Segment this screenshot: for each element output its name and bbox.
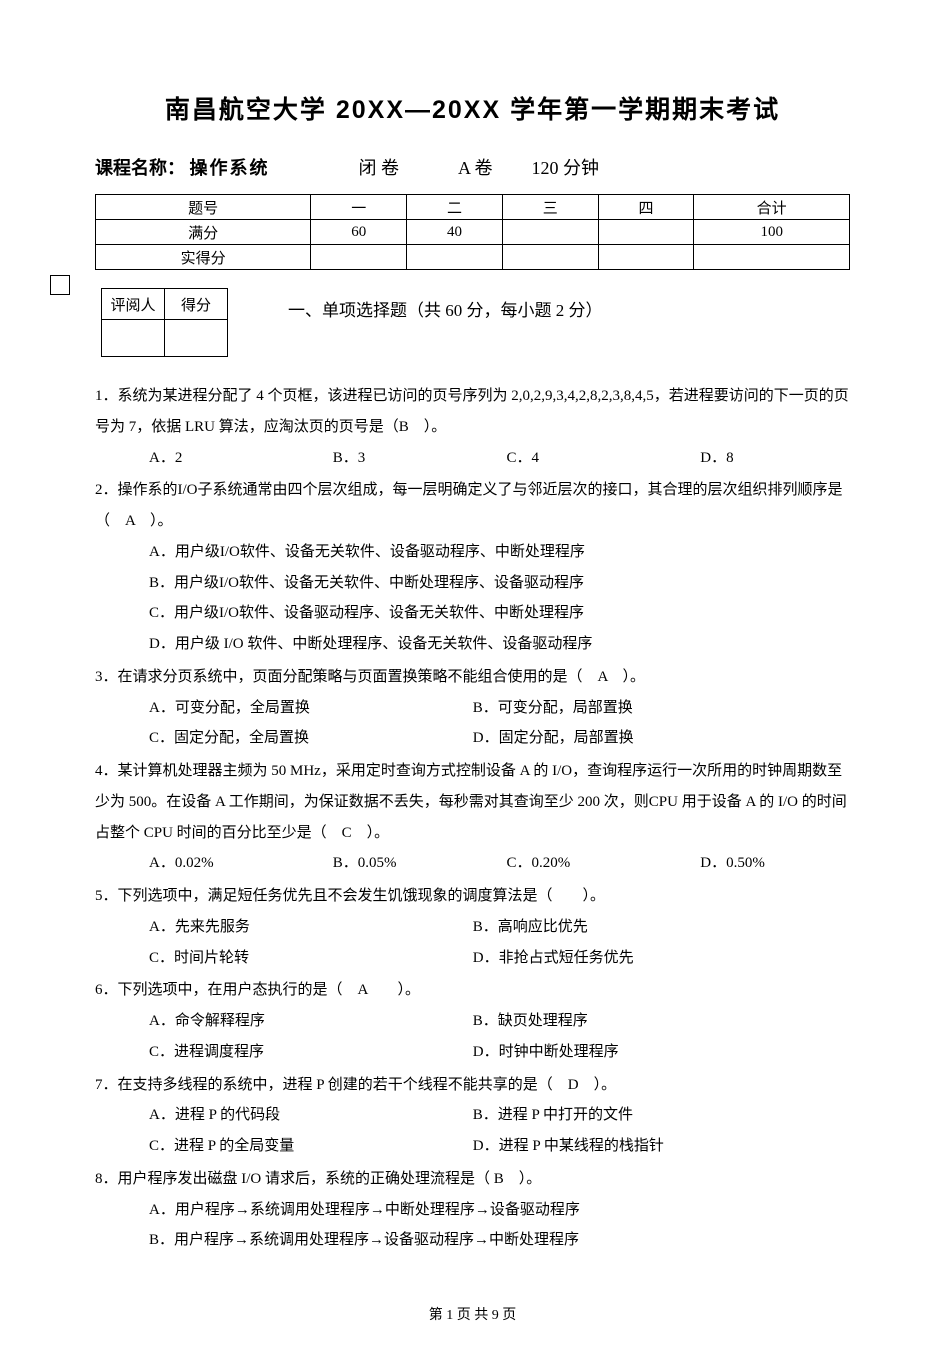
option-c: C．进程 P 的全局变量 [149, 1131, 469, 1162]
cell [502, 245, 598, 270]
cell: 100 [694, 220, 850, 245]
option-a: A．命令解释程序 [149, 1006, 469, 1037]
options: A．进程 P 的代码段 B．进程 P 中打开的文件 C．进程 P 的全局变量 D… [149, 1100, 850, 1162]
cell [598, 220, 694, 245]
option-b: B．可变分配，局部置换 [473, 693, 793, 724]
cell: 一 [311, 195, 407, 220]
question-6: 6．下列选项中，在用户态执行的是（ A ）。 A．命令解释程序 B．缺页处理程序… [95, 975, 850, 1067]
option-b: B．3 [333, 443, 503, 474]
option-a: A．2 [149, 443, 329, 474]
option-d: D．固定分配，局部置换 [473, 723, 793, 754]
question-stem: 7．在支持多线程的系统中，进程 P 创建的若干个线程不能共享的是（ D ）。 [95, 1070, 850, 1101]
questions: 1．系统为某进程分配了 4 个页框，该进程已访问的页号序列为 2,0,2,9,3… [95, 381, 850, 1256]
course-label: 课程名称： [95, 158, 185, 178]
option-a: A．先来先服务 [149, 912, 469, 943]
question-stem: 8．用户程序发出磁盘 I/O 请求后，系统的正确处理流程是（ B ）。 [95, 1164, 850, 1195]
cell: 满分 [96, 220, 311, 245]
question-7: 7．在支持多线程的系统中，进程 P 创建的若干个线程不能共享的是（ D ）。 A… [95, 1070, 850, 1162]
options: A．0.02% B．0.05% C．0.20% D．0.50% [149, 848, 850, 879]
options: A．用户级I/O软件、设备无关软件、设备驱动程序、中断处理程序 B．用户级I/O… [149, 537, 850, 660]
question-2: 2．操作系的I/O子系统通常由四个层次组成，每一层明确定义了与邻近层次的接口，其… [95, 475, 850, 660]
options: A．用户程序→系统调用处理程序→中断处理程序→设备驱动程序 B．用户程序→系统调… [149, 1195, 850, 1257]
option-a: A．进程 P 的代码段 [149, 1100, 469, 1131]
options: A．先来先服务 B．高响应比优先 C．时间片轮转 D．非抢占式短任务优先 [149, 912, 850, 974]
option-b: B．用户级I/O软件、设备无关软件、中断处理程序、设备驱动程序 [149, 568, 850, 599]
question-stem: 3．在请求分页系统中，页面分配策略与页面置换策略不能组合使用的是（ A ）。 [95, 662, 850, 693]
review-row: 评阅人 得分 一、单项选择题（共 60 分，每小题 2 分） [95, 288, 850, 357]
cell [598, 245, 694, 270]
cell: 合计 [694, 195, 850, 220]
duration: 120 分钟 [532, 158, 600, 178]
question-3: 3．在请求分页系统中，页面分配策略与页面置换策略不能组合使用的是（ A ）。 A… [95, 662, 850, 754]
question-stem: 5．下列选项中，满足短任务优先且不会发生饥饿现象的调度算法是（ ）。 [95, 881, 850, 912]
option-d: D．8 [700, 443, 733, 474]
option-b: B．0.05% [333, 848, 503, 879]
section-1-title: 一、单项选择题（共 60 分，每小题 2 分） [288, 296, 603, 321]
question-stem: 2．操作系的I/O子系统通常由四个层次组成，每一层明确定义了与邻近层次的接口，其… [95, 475, 850, 537]
option-a: A．0.02% [149, 848, 329, 879]
table-row: 题号 一 二 三 四 合计 [96, 195, 850, 220]
option-c: C．进程调度程序 [149, 1037, 469, 1068]
option-d: D．0.50% [700, 848, 765, 879]
question-stem: 1．系统为某进程分配了 4 个页框，该进程已访问的页号序列为 2,0,2,9,3… [95, 381, 850, 443]
question-4: 4．某计算机处理器主频为 50 MHz，采用定时查询方式控制设备 A 的 I/O… [95, 756, 850, 879]
course-line: 课程名称： 操作系统 闭 卷 A 卷 120 分钟 [95, 154, 850, 180]
option-a: A．用户程序→系统调用处理程序→中断处理程序→设备驱动程序 [149, 1195, 850, 1226]
page-footer: 第 1 页 共 9 页 [95, 1304, 850, 1324]
review-table: 评阅人 得分 [101, 288, 228, 357]
cell: 40 [407, 220, 503, 245]
option-a: A．用户级I/O软件、设备无关软件、设备驱动程序、中断处理程序 [149, 537, 850, 568]
cell: 60 [311, 220, 407, 245]
option-c: C．0.20% [507, 848, 697, 879]
cell [311, 245, 407, 270]
question-stem: 6．下列选项中，在用户态执行的是（ A ）。 [95, 975, 850, 1006]
paper-type: A 卷 [458, 158, 493, 178]
page: 南昌航空大学 20XX—20XX 学年第一学期期末考试 课程名称： 操作系统 闭… [0, 0, 945, 1364]
question-5: 5．下列选项中，满足短任务优先且不会发生饥饿现象的调度算法是（ ）。 A．先来先… [95, 881, 850, 973]
option-c: C．时间片轮转 [149, 943, 469, 974]
option-a: A．可变分配，全局置换 [149, 693, 469, 724]
option-d: D．用户级 I/O 软件、中断处理程序、设备无关软件、设备驱动程序 [149, 629, 850, 660]
cell [502, 220, 598, 245]
option-d: D．时钟中断处理程序 [473, 1037, 793, 1068]
options: A．2 B．3 C．4 D．8 [149, 443, 850, 474]
table-row [102, 320, 228, 357]
margin-box [50, 275, 70, 295]
option-b: B．缺页处理程序 [473, 1006, 793, 1037]
option-c: C．用户级I/O软件、设备驱动程序、设备无关软件、中断处理程序 [149, 598, 850, 629]
exam-title: 南昌航空大学 20XX—20XX 学年第一学期期末考试 [95, 90, 850, 126]
table-row: 评阅人 得分 [102, 289, 228, 320]
option-d: D．进程 P 中某线程的栈指针 [473, 1131, 793, 1162]
table-row: 满分 60 40 100 [96, 220, 850, 245]
cell: 题号 [96, 195, 311, 220]
cell: 二 [407, 195, 503, 220]
reviewer-label: 评阅人 [102, 289, 165, 320]
question-8: 8．用户程序发出磁盘 I/O 请求后，系统的正确处理流程是（ B ）。 A．用户… [95, 1164, 850, 1256]
cell: 三 [502, 195, 598, 220]
option-b: B．高响应比优先 [473, 912, 793, 943]
score-label: 得分 [165, 289, 228, 320]
question-1: 1．系统为某进程分配了 4 个页框，该进程已访问的页号序列为 2,0,2,9,3… [95, 381, 850, 473]
score-cell [165, 320, 228, 357]
question-stem: 4．某计算机处理器主频为 50 MHz，采用定时查询方式控制设备 A 的 I/O… [95, 756, 850, 848]
course-name: 操作系统 [190, 158, 270, 178]
cell: 四 [598, 195, 694, 220]
exam-mode: 闭 卷 [359, 158, 400, 178]
options: A．可变分配，全局置换 B．可变分配，局部置换 C．固定分配，全局置换 D．固定… [149, 693, 850, 755]
score-table: 题号 一 二 三 四 合计 满分 60 40 100 实得分 [95, 194, 850, 270]
cell [407, 245, 503, 270]
cell [694, 245, 850, 270]
option-d: D．非抢占式短任务优先 [473, 943, 793, 974]
option-c: C．4 [507, 443, 697, 474]
option-b: B．进程 P 中打开的文件 [473, 1100, 793, 1131]
option-b: B．用户程序→系统调用处理程序→设备驱动程序→中断处理程序 [149, 1225, 850, 1256]
reviewer-cell [102, 320, 165, 357]
table-row: 实得分 [96, 245, 850, 270]
options: A．命令解释程序 B．缺页处理程序 C．进程调度程序 D．时钟中断处理程序 [149, 1006, 850, 1068]
option-c: C．固定分配，全局置换 [149, 723, 469, 754]
cell: 实得分 [96, 245, 311, 270]
